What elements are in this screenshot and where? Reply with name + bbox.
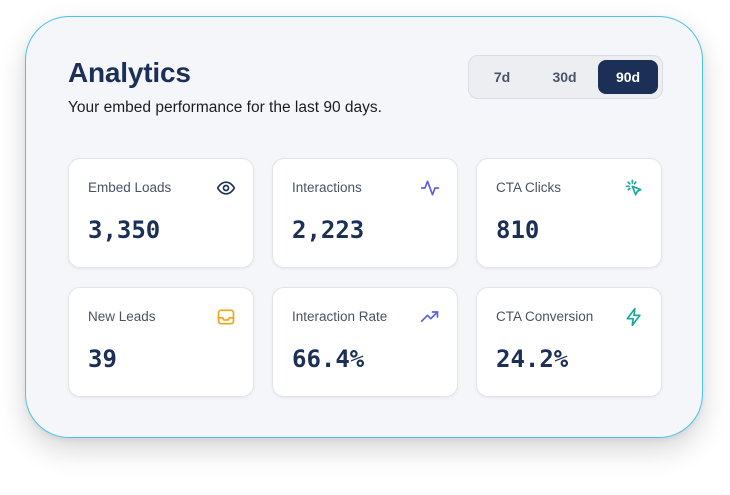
metric-value: 810 [496,216,540,244]
metric-card-new-leads: New Leads 39 [68,287,254,397]
metric-label: Interaction Rate [292,309,388,324]
activity-icon [420,178,440,198]
analytics-panel: Analytics Your embed performance for the… [25,16,703,438]
metric-value: 3,350 [88,216,161,244]
metric-value: 66.4% [292,345,365,373]
metric-value: 24.2% [496,345,569,373]
range-7d-button[interactable]: 7d [493,69,511,85]
metric-card-cta-clicks: CTA Clicks 810 [476,158,662,268]
metric-label: CTA Clicks [496,180,562,195]
trending-up-icon [420,307,440,327]
range-30d-button[interactable]: 30d [552,69,577,85]
metric-card-interaction-rate: Interaction Rate 66.4% [272,287,458,397]
metric-label: CTA Conversion [496,309,594,324]
zap-icon [624,307,644,327]
range-90d-button[interactable]: 90d [598,60,658,94]
metric-value: 2,223 [292,216,365,244]
date-range-toggle: 7d 30d 90d [468,55,663,99]
metric-card-cta-conversion: CTA Conversion 24.2% [476,287,662,397]
metric-card-embed-loads: Embed Loads 3,350 [68,158,254,268]
cursor-click-icon [624,178,644,198]
metric-label: New Leads [88,309,156,324]
metric-label: Interactions [292,180,362,195]
eye-icon [216,178,236,198]
page-subtitle: Your embed performance for the last 90 d… [68,99,382,116]
metric-value: 39 [88,345,117,373]
inbox-icon [216,307,236,327]
metric-card-interactions: Interactions 2,223 [272,158,458,268]
metric-label: Embed Loads [88,180,172,195]
page-title: Analytics [68,57,191,88]
